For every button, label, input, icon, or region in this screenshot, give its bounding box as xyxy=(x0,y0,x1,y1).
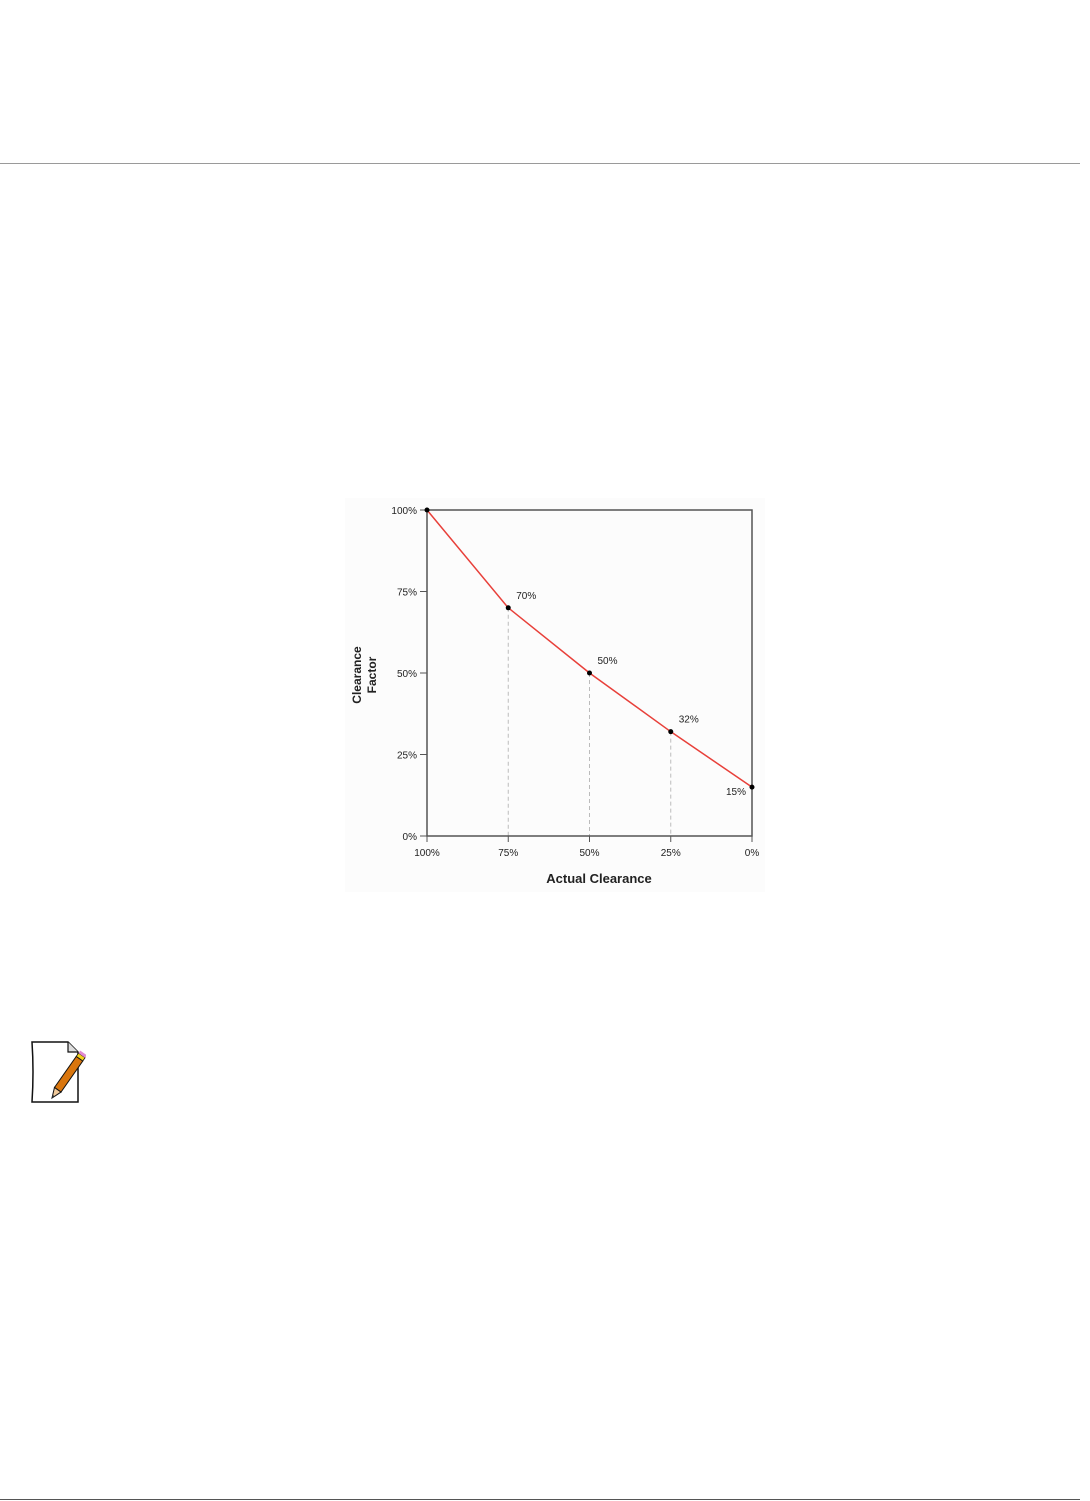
header-divider xyxy=(0,163,1080,164)
note-pencil-icon xyxy=(30,1040,87,1104)
y-tick-label: 100% xyxy=(391,506,417,517)
data-point xyxy=(424,507,430,513)
footer-divider xyxy=(0,1499,1080,1500)
x-axis-label: Actual Clearance xyxy=(546,871,652,886)
y-tick-label: 25% xyxy=(397,751,417,762)
data-point xyxy=(749,784,755,790)
data-point xyxy=(587,670,592,676)
x-tick-label: 75% xyxy=(498,848,518,859)
y-axis-label: Clearance xyxy=(350,646,364,704)
y-tick-label: 0% xyxy=(403,832,418,843)
y-tick-label: 50% xyxy=(397,669,417,680)
x-tick-label: 0% xyxy=(745,848,760,859)
x-tick-label: 50% xyxy=(579,848,599,859)
data-label: 50% xyxy=(598,656,618,667)
x-tick-label: 100% xyxy=(414,848,440,859)
data-label: 70% xyxy=(516,591,536,602)
y-tick-label: 75% xyxy=(397,588,417,599)
data-point xyxy=(505,605,511,611)
y-axis-label-line2: Factor xyxy=(365,656,379,693)
chart-svg: 0% 25% 50% 75% 100% 100% 75% 50% 25% 0% 70% 50% 32… xyxy=(350,506,760,886)
data-label: 32% xyxy=(679,715,699,726)
data-label: 15% xyxy=(726,787,746,798)
x-tick-label: 25% xyxy=(661,848,681,859)
clearance-chart: 0% 25% 50% 75% 100% 100% 75% 50% 25% 0% 70% 50% 32… xyxy=(345,498,765,892)
data-point xyxy=(668,729,674,735)
